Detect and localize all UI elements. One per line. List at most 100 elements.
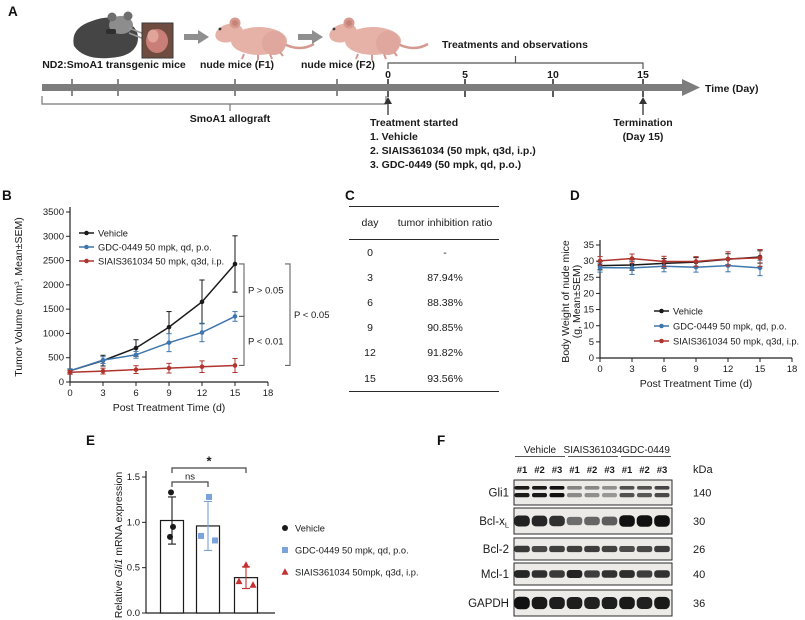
- blot-band: [602, 486, 617, 490]
- col-header-ratio: tumor inhibition ratio: [391, 206, 499, 240]
- blot-band: [549, 570, 565, 578]
- y-axis-title: Relative Gli1 mRNA expression: [113, 472, 125, 619]
- legend-marker: [282, 547, 288, 553]
- x-tick-label: 15: [755, 364, 766, 375]
- arrow-up-icon: [639, 97, 647, 104]
- legend-marker: [282, 525, 288, 531]
- x-tick-label: 18: [263, 388, 274, 399]
- data-point: [725, 256, 731, 262]
- blot-band: [566, 545, 583, 553]
- table-cell: -: [443, 246, 447, 259]
- protein-label: Bcl-xL: [479, 516, 509, 530]
- data-point: [67, 369, 73, 375]
- blot-band: [654, 570, 670, 578]
- panel-a-label: A: [8, 4, 18, 19]
- table-header-row: day tumor inhibition ratio: [349, 206, 499, 240]
- blot-band: [584, 493, 600, 498]
- timeline-bar: [42, 79, 700, 97]
- stage-label-f1: nude mice (F1): [200, 59, 274, 71]
- table-cell: 88.38%: [427, 296, 463, 309]
- blot-band: [514, 486, 530, 490]
- tumor-volume-chart: 0 500 1000 1500 2000 2500 3000 3500 0 3 6 9 12 15 18 Tu…: [13, 207, 329, 414]
- lane-label: #1: [622, 465, 633, 476]
- y-tick-label: 2000: [43, 280, 64, 291]
- y-tick-label: 25: [583, 272, 594, 283]
- timeline-arrowhead-icon: [682, 79, 700, 96]
- blot-band: [549, 596, 565, 610]
- blot-band: [636, 545, 653, 553]
- y-tick-label: 1000: [43, 328, 64, 339]
- legend-label: GDC-0449 50 mpk, qd, p.o.: [673, 321, 787, 331]
- significance-bracket: [171, 481, 209, 487]
- allograft-label: SmoA1 allograft: [190, 113, 271, 125]
- x-tick-label: 0: [67, 388, 72, 399]
- blot-band: [637, 493, 652, 498]
- transgenic-mouse-illustration: [73, 11, 150, 59]
- series-siais361034: [67, 357, 238, 375]
- molecular-weight-label: 140: [693, 488, 711, 500]
- data-point: [661, 259, 667, 264]
- table-cell: 3: [367, 271, 373, 284]
- p-value-label: P < 0.01: [248, 336, 283, 347]
- significance-bracket: [239, 315, 245, 367]
- nude-mouse-f2-illustration: [329, 17, 429, 60]
- y-tick-label: 3000: [43, 231, 64, 242]
- day-tick-5: 5: [462, 69, 468, 81]
- panel-c-label: C: [345, 188, 355, 203]
- series-line: [69, 263, 236, 372]
- blot-band: [654, 486, 670, 490]
- blot-band: [514, 570, 530, 578]
- y-axis-title: (g, Mean±SEM): [571, 265, 583, 338]
- data-point: [199, 364, 205, 369]
- panel-e-label: E: [86, 433, 96, 448]
- y-axis-title: Tumor Volume (mm³, Mean±SEM): [13, 217, 25, 376]
- y-tick-label: 2500: [43, 256, 64, 267]
- scatter-point: [242, 561, 250, 568]
- data-point: [100, 357, 106, 363]
- blot-box: [513, 479, 673, 506]
- blot-band: [549, 493, 565, 498]
- blot-band: [514, 596, 530, 610]
- legend-marker: [84, 230, 89, 236]
- treatment-line-1: 1. Vehicle: [370, 131, 418, 143]
- treatments-bracket-label: Treatments and observations: [442, 39, 588, 51]
- col-header-day: day: [349, 206, 391, 240]
- mouse-ear-icon: [107, 12, 117, 22]
- legend-label: SIAIS361034 50 mpk, q3d, i.p.: [98, 256, 224, 266]
- lane-label: #3: [604, 465, 615, 476]
- legend-label: Vehicle: [673, 306, 703, 316]
- blot-band: [549, 486, 565, 490]
- blot-band: [601, 596, 618, 610]
- legend-label: GDC-0449 50 mpk, qd, p.o.: [295, 545, 409, 555]
- allograft-bracket: [41, 96, 387, 111]
- blot-band: [567, 486, 582, 490]
- arrow-up-icon: [384, 97, 392, 104]
- table-row: 0-: [349, 240, 499, 266]
- y-tick-label: 15: [583, 305, 594, 316]
- lane-label: #1: [517, 465, 528, 476]
- data-point: [133, 345, 139, 351]
- series-line: [599, 264, 761, 269]
- blot-band: [584, 486, 600, 490]
- scatter-point: [170, 523, 176, 530]
- blot-band: [601, 545, 618, 553]
- series-siais361034: [597, 249, 763, 268]
- legend-marker: [84, 244, 89, 250]
- y-tick-label: 1500: [43, 304, 64, 315]
- tumor-sample-image: [141, 22, 174, 59]
- blot-band: [619, 486, 635, 490]
- lane-label: #2: [639, 465, 650, 476]
- y-axis-title: Body Weight of nude mice: [560, 240, 572, 363]
- panel-f-label: F: [437, 433, 446, 448]
- termination-line-1: (Day 15): [623, 131, 664, 143]
- body-weight-chart: 0 5 10 15 20 25 30 35 0 3 6 9 12 15 18 Body Weight of n…: [560, 240, 799, 390]
- treatment-line-0: Treatment started: [370, 117, 458, 129]
- day-tick-0: 0: [385, 69, 391, 81]
- mouse-tail-icon: [397, 42, 429, 50]
- x-tick-label: 15: [230, 388, 241, 399]
- data-point: [133, 352, 139, 358]
- blot-band: [567, 493, 582, 498]
- mouse-eye-icon: [218, 27, 222, 31]
- legend-label: GDC-0449 50 mpk, qd, p.o.: [98, 242, 212, 252]
